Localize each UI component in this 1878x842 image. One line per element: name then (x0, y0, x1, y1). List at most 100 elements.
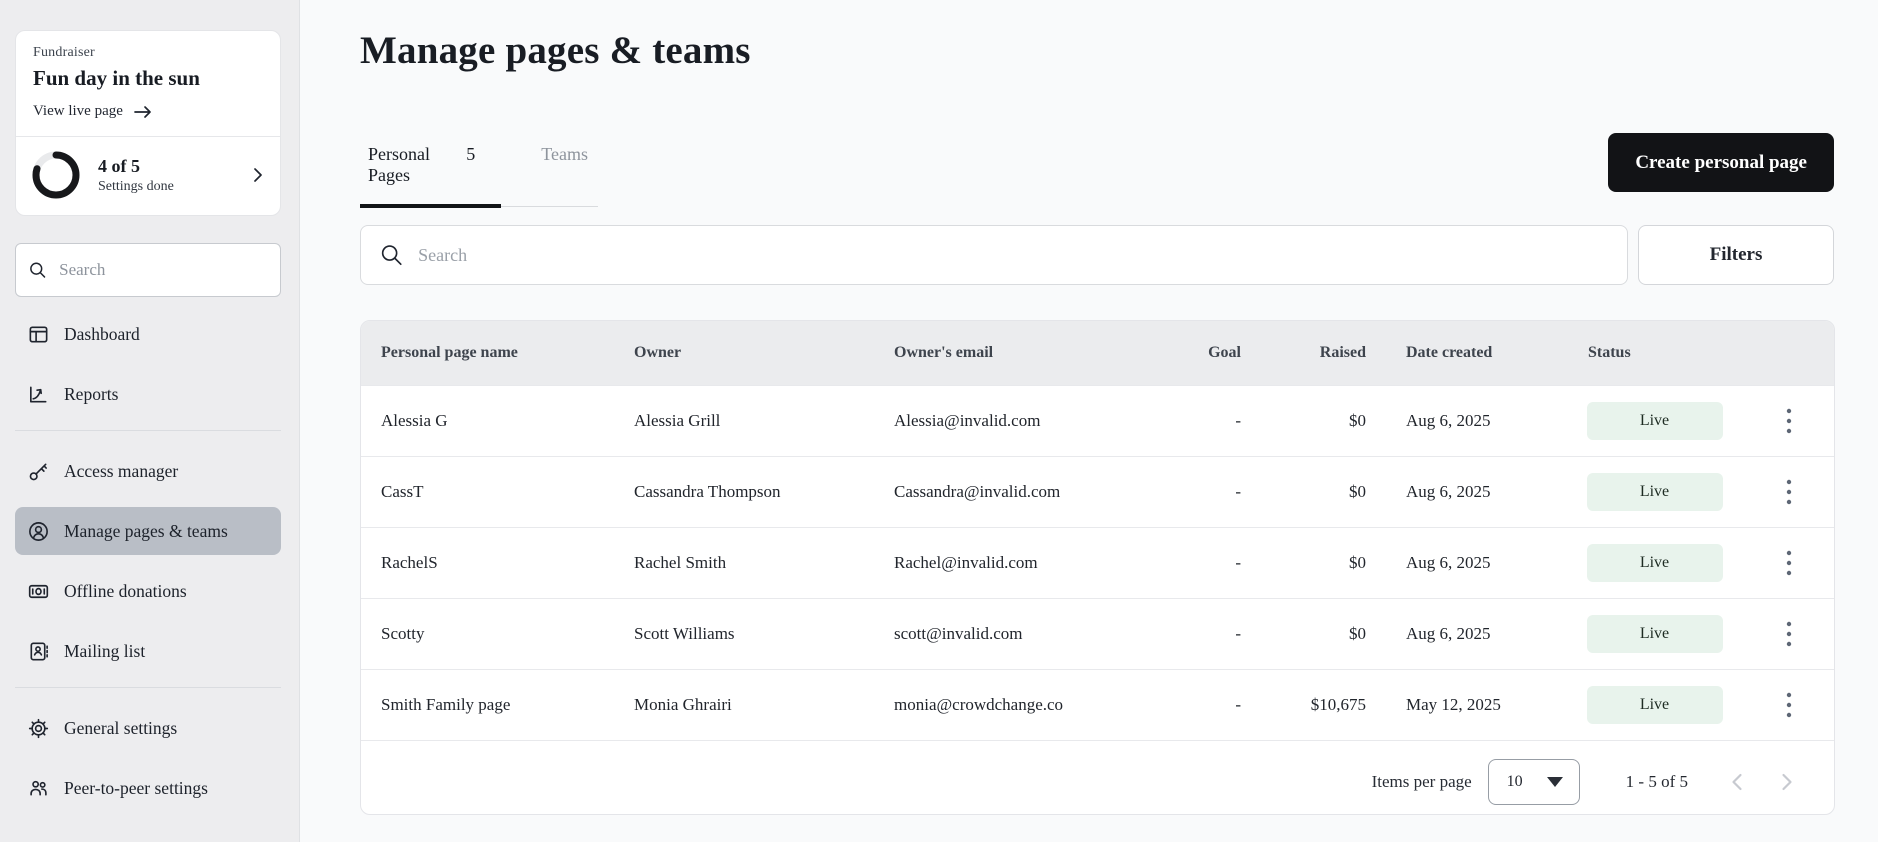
fundraiser-card: Fundraiser Fun day in the sun View live … (15, 30, 281, 216)
column-header: Status (1588, 344, 1631, 361)
sidebar-item-peer-to-peer-settings[interactable]: Peer-to-peer settings (15, 764, 281, 812)
progress-ring (32, 151, 80, 199)
previous-page-icon[interactable] (1730, 772, 1744, 792)
date-created-cell: Aug 6, 2025 (1406, 624, 1491, 643)
sidebar-item-label: Dashboard (64, 323, 140, 344)
email-cell: scott@invalid.com (894, 624, 1023, 643)
page-name-cell: RachelS (381, 553, 438, 572)
column-header: Personal page name (381, 344, 518, 361)
sidebar: Fundraiser Fun day in the sun View live … (0, 0, 300, 842)
chevron-down-icon (1546, 777, 1563, 787)
date-created-cell: Aug 6, 2025 (1406, 411, 1491, 430)
sidebar-item-label: Peer-to-peer settings (64, 777, 208, 798)
filters-button[interactable]: Filters (1638, 225, 1834, 285)
table-row: Alessia G Alessia Grill Alessia@invalid.… (361, 385, 1834, 456)
tab-bar: Personal Pages 5 Teams (360, 130, 598, 208)
fundraiser-title: Fun day in the sun (33, 66, 200, 90)
raised-cell: $0 (1349, 553, 1366, 572)
progress-label: Settings done (98, 178, 174, 194)
sidebar-nav: Dashboard Reports Access manager Manage … (15, 310, 281, 824)
row-actions-menu[interactable] (1743, 692, 1834, 718)
kebab-menu-icon (1786, 550, 1791, 576)
owner-cell: Scott Williams (634, 624, 735, 643)
column-header: Raised (1319, 344, 1366, 361)
goal-cell: - (1235, 411, 1241, 430)
kebab-menu-icon (1786, 692, 1791, 718)
reports-icon (30, 385, 47, 403)
pages-table-card: Personal page name Owner Owner's email G… (360, 320, 1835, 815)
fundraiser-eyebrow: Fundraiser (33, 45, 95, 60)
kebab-menu-icon (1786, 408, 1791, 434)
pagination-range: 1 - 5 of 5 (1625, 772, 1688, 791)
tab-count: 5 (466, 144, 476, 164)
table-row: Smith Family page Monia Ghrairi monia@cr… (361, 669, 1834, 740)
table-search[interactable] (360, 225, 1628, 285)
sidebar-item-label: Access manager (64, 460, 179, 481)
tab-teams[interactable]: Teams (531, 130, 598, 206)
sidebar-search-input[interactable] (59, 260, 268, 280)
sidebar-search[interactable] (15, 243, 281, 297)
page-name-cell: Smith Family page (381, 695, 511, 714)
create-personal-page-button[interactable]: Create personal page (1608, 133, 1834, 192)
table-row: RachelS Rachel Smith Rachel@invalid.com … (361, 527, 1834, 598)
raised-cell: $10,675 (1310, 695, 1366, 714)
page-name-cell: Alessia G (381, 411, 448, 430)
kebab-menu-icon (1786, 621, 1791, 647)
sidebar-item-label: General settings (64, 717, 178, 738)
page-title: Manage pages & teams (360, 29, 751, 72)
column-header: Owner (634, 344, 682, 361)
goal-cell: - (1235, 482, 1241, 501)
main-content: Manage pages & teams Personal Pages 5 Te… (300, 0, 1878, 842)
email-cell: Cassandra@invalid.com (894, 482, 1061, 501)
sidebar-item-general-settings[interactable]: General settings (15, 704, 281, 752)
column-header: Goal (1208, 344, 1241, 361)
date-created-cell: Aug 6, 2025 (1406, 482, 1491, 501)
sidebar-item-mailing-list[interactable]: Mailing list (15, 627, 281, 675)
search-icon (30, 262, 46, 278)
row-actions-menu[interactable] (1743, 408, 1834, 434)
sidebar-item-label: Manage pages & teams (64, 520, 228, 541)
card-divider (16, 136, 280, 137)
view-live-page-link[interactable]: View live page (33, 103, 263, 120)
row-actions-menu[interactable] (1743, 550, 1834, 576)
owner-cell: Alessia Grill (634, 411, 721, 430)
next-page-icon[interactable] (1780, 772, 1794, 792)
email-cell: Alessia@invalid.com (894, 411, 1041, 430)
person-circle-icon (29, 521, 48, 541)
email-cell: monia@crowdchange.co (894, 695, 1064, 714)
page-name-cell: CassT (381, 482, 424, 501)
sidebar-item-label: Offline donations (64, 580, 187, 601)
view-live-page-label: View live page (33, 103, 123, 119)
nav-divider (15, 687, 281, 688)
table-search-input[interactable] (418, 244, 1609, 266)
date-created-cell: Aug 6, 2025 (1406, 553, 1491, 572)
raised-cell: $0 (1349, 482, 1366, 501)
status-badge: Live (1586, 402, 1723, 440)
key-icon (29, 462, 47, 480)
sidebar-item-dashboard[interactable]: Dashboard (15, 310, 281, 358)
sidebar-item-label: Mailing list (64, 640, 146, 661)
goal-cell: - (1235, 695, 1241, 714)
status-badge: Live (1586, 544, 1723, 582)
gear-icon (28, 718, 49, 738)
row-actions-menu[interactable] (1743, 479, 1834, 505)
tab-personal-pages[interactable]: Personal Pages 5 (360, 130, 502, 208)
tab-label: Teams (541, 144, 588, 164)
goal-cell: - (1235, 553, 1241, 572)
status-badge: Live (1586, 686, 1723, 724)
chevron-right-icon[interactable] (252, 167, 264, 183)
owner-cell: Rachel Smith (634, 553, 727, 572)
table-row: CassT Cassandra Thompson Cassandra@inval… (361, 456, 1834, 527)
table-row: Scotty Scott Williams scott@invalid.com … (361, 598, 1834, 669)
kebab-menu-icon (1786, 479, 1791, 505)
email-cell: Rachel@invalid.com (894, 553, 1038, 572)
sidebar-item-manage-pages-teams[interactable]: Manage pages & teams (15, 507, 281, 555)
row-actions-menu[interactable] (1743, 621, 1834, 647)
sidebar-item-offline-donations[interactable]: Offline donations (15, 567, 281, 615)
sidebar-item-reports[interactable]: Reports (15, 370, 281, 418)
table-footer: Items per page 10 1 - 5 of 5 (361, 740, 1834, 814)
items-per-page-select[interactable]: 10 (1487, 759, 1580, 805)
search-icon (381, 245, 402, 266)
settings-progress[interactable]: 4 of 5 Settings done (16, 137, 280, 215)
sidebar-item-access-manager[interactable]: Access manager (15, 447, 281, 495)
